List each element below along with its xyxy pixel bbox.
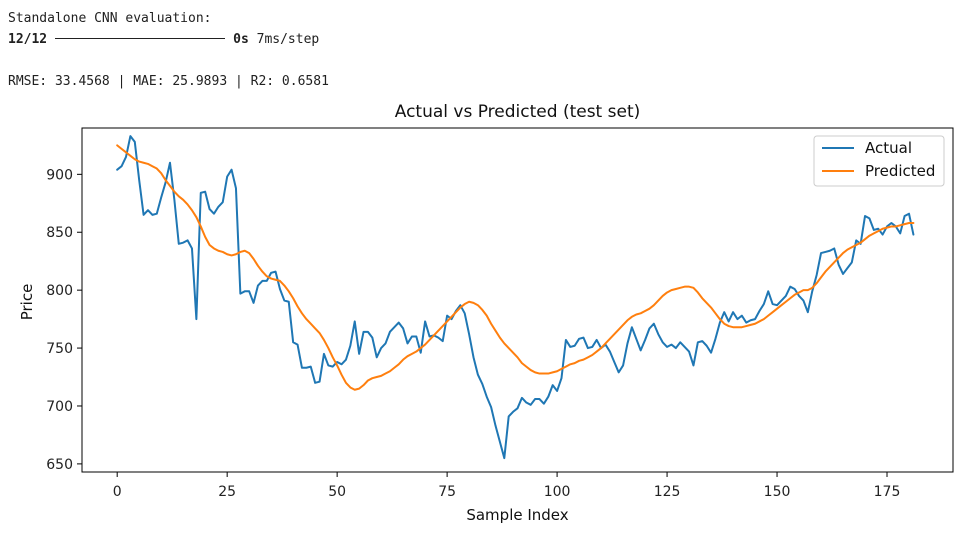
progress-time: 0s [233, 32, 249, 47]
x-tick-label: 100 [544, 484, 571, 500]
y-axis: 650 700 750 800 850 900 [46, 167, 82, 473]
x-tick-label: 50 [328, 484, 346, 500]
x-tick-label: 150 [764, 484, 791, 500]
series-line-predicted [116, 144, 915, 391]
progress-bar [55, 37, 226, 39]
series-line-actual [116, 135, 915, 460]
y-axis-label: Price [18, 284, 36, 321]
y-tick-label: 700 [46, 399, 73, 415]
x-axis-label: Sample Index [466, 506, 568, 524]
y-tick-label: 850 [46, 225, 73, 241]
legend-label-predicted: Predicted [865, 162, 935, 180]
progress-step: 7ms/step [256, 32, 320, 47]
progress-count: 12/12 [8, 32, 48, 47]
series-layer [116, 135, 915, 460]
x-tick-label: 125 [654, 484, 681, 500]
x-tick-label: 75 [438, 484, 456, 500]
plot-frame [81, 127, 954, 473]
y-tick-label: 750 [46, 341, 73, 357]
y-tick-label: 650 [46, 457, 73, 473]
metrics-line: RMSE: 33.4568 | MAE: 25.9893 | R2: 0.658… [8, 74, 329, 89]
y-tick-label: 900 [46, 167, 73, 183]
x-tick-label: 175 [874, 484, 901, 500]
legend-label-actual: Actual [865, 139, 912, 157]
chart-legend: Actual Predicted [813, 135, 945, 187]
console-output: Standalone CNN evaluation: 12/12 0s 7ms/s… [8, 8, 329, 92]
progress-line: 12/12 0s 7ms/step [8, 29, 329, 50]
console-heading: Standalone CNN evaluation: [8, 11, 212, 26]
x-tick-label: 0 [113, 484, 122, 500]
x-axis: 0 25 50 75 100 125 150 175 [113, 472, 901, 500]
chart-title: Actual vs Predicted (test set) [395, 102, 641, 122]
y-tick-label: 800 [46, 283, 73, 299]
x-tick-label: 25 [218, 484, 236, 500]
